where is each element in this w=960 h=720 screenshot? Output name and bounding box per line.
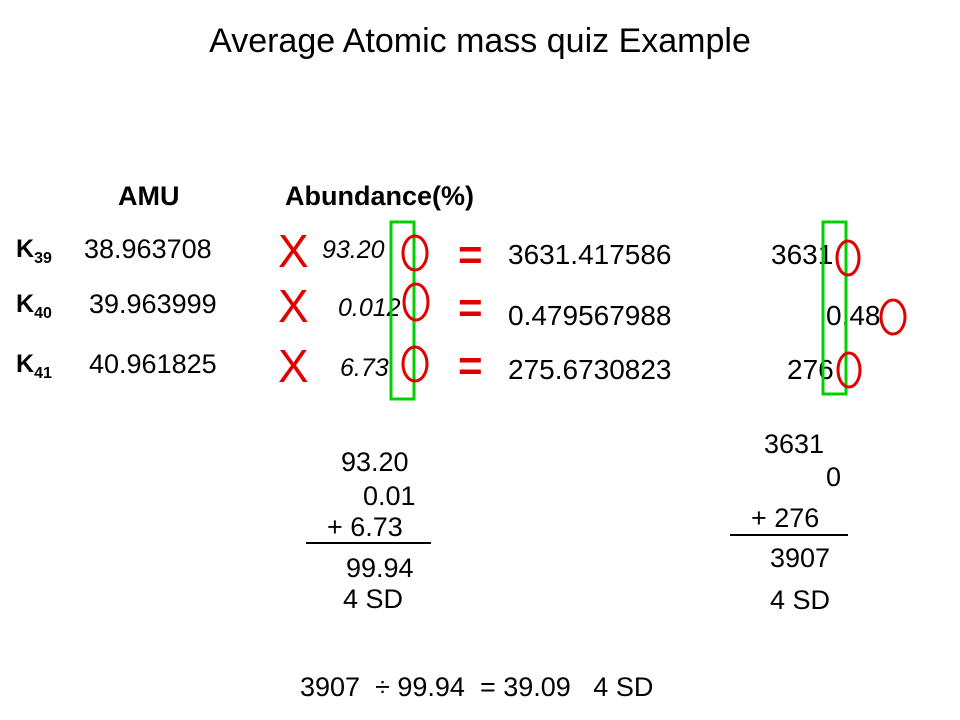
- sigfig-box-abundance: [389, 220, 416, 401]
- times-sign-k39: X: [278, 225, 309, 277]
- product-sum-sd: 4 SD: [770, 585, 831, 615]
- isotope-k40: K40: [16, 290, 52, 322]
- product-sum-line2: 0: [826, 462, 842, 492]
- product-sum-total: 3907: [770, 543, 831, 573]
- abundance-sum-line3: + 6.73: [327, 512, 403, 542]
- page-title: Average Atomic mass quiz Example: [209, 22, 751, 60]
- equals-sign-k39: =: [458, 231, 483, 278]
- amu-header: AMU: [118, 181, 180, 211]
- abundance-sum-line1: 93.20: [341, 447, 409, 477]
- product-value-k41: 275.6730823: [508, 354, 672, 385]
- times-sign-k41: X: [278, 340, 309, 392]
- product-value-k40: 0.479567988: [508, 300, 672, 331]
- circle-abundance-k39: [401, 234, 429, 272]
- abundance-value-k39: 93.20: [322, 236, 385, 264]
- product-sum-line1: 3631: [764, 429, 825, 459]
- abundance-sum-sd: 4 SD: [343, 584, 404, 614]
- sigfig-box-rounded: [821, 220, 848, 396]
- abundance-header: Abundance(%): [285, 181, 474, 211]
- abundance-sum-line2: 0.01: [363, 481, 416, 511]
- product-sum-line3: + 276: [751, 503, 820, 533]
- isotope-k41: K41: [16, 350, 52, 382]
- rounded-value-k40: 0.48: [826, 300, 881, 331]
- times-sign-k40: X: [278, 280, 309, 332]
- amu-value-k41: 40.961825: [89, 349, 217, 379]
- circle-rounded-k41: [836, 351, 862, 389]
- equals-sign-k40: =: [458, 284, 483, 331]
- circle-abundance-k41: [401, 345, 429, 383]
- circle-rounded-k39: [835, 239, 861, 277]
- rounded-value-k41: 276: [787, 354, 834, 385]
- isotope-k39: K39: [16, 235, 52, 267]
- final-equation: 3907 ÷ 99.94 = 39.09 4 SD: [300, 672, 654, 702]
- abundance-sum-rule: [306, 542, 431, 544]
- product-value-k39: 3631.417586: [508, 239, 672, 270]
- amu-value-k40: 39.963999: [89, 289, 217, 319]
- circle-rounded-k40: [879, 298, 907, 336]
- amu-value-k39: 38.963708: [84, 234, 212, 264]
- abundance-sum-total: 99.94: [346, 553, 414, 583]
- abundance-value-k41: 6.73: [340, 354, 389, 382]
- product-sum-rule: [730, 534, 848, 536]
- equals-sign-k41: =: [458, 342, 483, 389]
- circle-abundance-k40: [402, 282, 430, 322]
